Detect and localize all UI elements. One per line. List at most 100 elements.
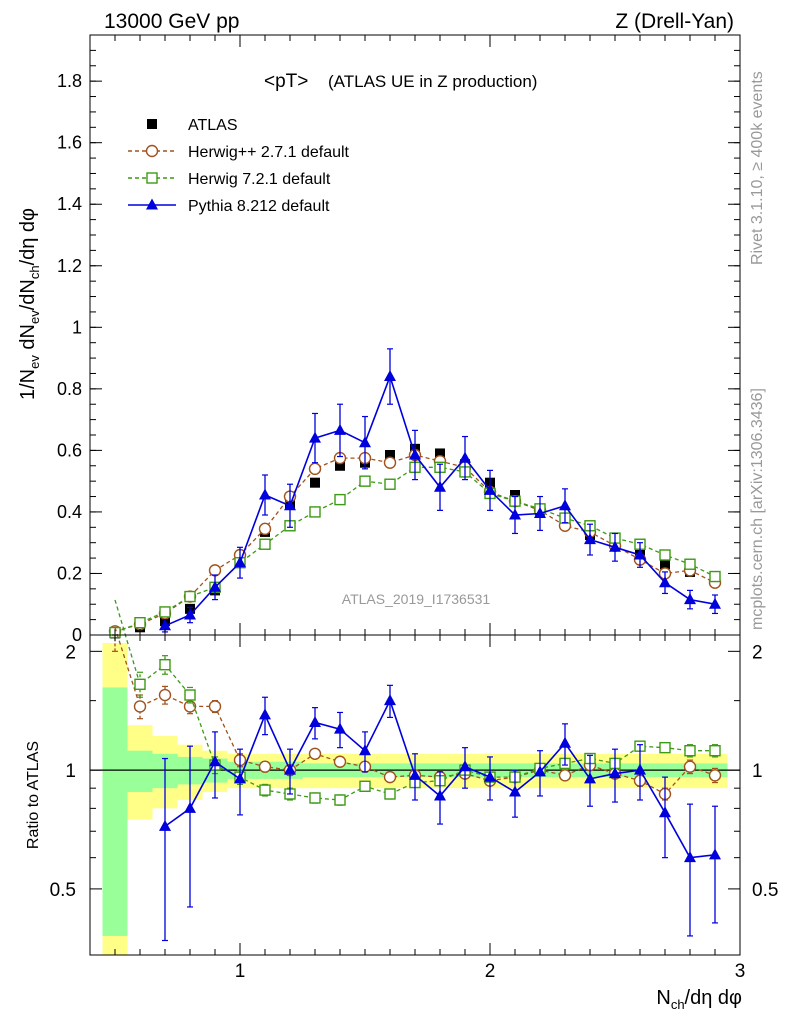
main-point-atlas	[335, 460, 345, 471]
main-point-herwig7	[184, 590, 196, 603]
main-point-pythia	[284, 499, 296, 511]
ratio-point-herwigpp	[208, 700, 222, 713]
ratio-point-herwig7	[134, 678, 146, 691]
mcplots-label: mcplots.cern.ch [arXiv:1306.3436]	[749, 388, 766, 630]
ratio-point-herwig7	[384, 788, 396, 800]
ratio-point-pythia	[559, 736, 571, 748]
main-ylabel: 1/Nev dNev/dNch/dη dφ	[17, 208, 42, 400]
main-point-atlas	[435, 448, 445, 459]
main-series-herwig7	[109, 461, 721, 639]
ratio-point-herwig7	[359, 780, 371, 792]
main-point-pythia	[509, 508, 521, 520]
main-ytick-label: 1	[72, 317, 82, 337]
ratio-point-pythia	[509, 785, 521, 797]
legend-item-atlas: ATLAS	[147, 117, 238, 134]
main-ytick-label: 1.4	[57, 194, 82, 214]
main-point-pythia	[209, 580, 221, 592]
ratio-point-herwigpp	[158, 688, 172, 702]
x-axis-label: Nch/dη dφ	[656, 987, 742, 1012]
ratio-xtick-label: 3	[735, 961, 746, 982]
ratio-ytick-label-left: 0.5	[50, 880, 76, 901]
ratio-ytick-label-right: 2	[752, 642, 763, 663]
main-point-pythia	[434, 480, 446, 492]
ratio-series-pythia	[159, 684, 721, 942]
legend-item-pythia: Pythia 8.212 default	[128, 198, 330, 215]
ratio-point-herwig7	[659, 741, 671, 754]
main-point-herwig7	[134, 616, 146, 629]
main-point-herwig7	[334, 493, 346, 506]
legend-marker-herwig7	[146, 172, 158, 184]
main-point-herwigpp	[208, 564, 222, 577]
main-point-atlas	[660, 559, 670, 570]
ratio-point-herwig7	[309, 792, 321, 804]
ratio-point-herwigpp	[133, 700, 147, 713]
ratio-point-pythia	[659, 806, 671, 818]
main-point-pythia	[359, 436, 371, 448]
main-point-herwig7	[309, 506, 321, 518]
ratio-point-herwig7	[334, 794, 346, 806]
ratio-point-pythia	[384, 694, 396, 706]
ratio-point-herwigpp	[383, 770, 397, 784]
ratio-point-herwigpp	[683, 760, 697, 773]
main-point-pythia	[309, 431, 321, 443]
legend-label-herwig7: Herwig 7.2.1 default	[188, 171, 331, 188]
main-ytick-label: 1.8	[57, 71, 82, 91]
main-point-herwig7	[684, 558, 696, 570]
main-plot-panel: 0 0.2 0.4 0.6 0.8 1 1.2 1.4 1.6 1.8 <pT> (ATLAS U…	[17, 34, 741, 645]
main-point-pythia	[159, 619, 171, 631]
main-point-herwigpp	[383, 456, 397, 469]
main-title-prefix: <pT>	[264, 71, 308, 92]
main-point-atlas	[385, 450, 395, 460]
ratio-point-pythia	[634, 763, 646, 775]
main-point-herwig7	[259, 538, 271, 550]
main-point-herwig7	[384, 478, 396, 490]
main-ytick-label: 0.2	[57, 563, 82, 583]
ratio-point-pythia	[284, 763, 296, 775]
main-point-pythia	[409, 448, 421, 460]
ratio-point-herwigpp	[558, 769, 572, 782]
ratio-point-herwigpp	[258, 760, 272, 773]
analysis-watermark: ATLAS_2019_I1736531	[342, 591, 491, 607]
main-point-pythia	[184, 608, 196, 620]
main-ytick-label: 0.4	[57, 502, 82, 522]
main-ytick-label: 1.6	[57, 133, 82, 153]
main-ytick-label: 0.8	[57, 379, 82, 399]
main-point-pythia	[259, 488, 271, 500]
main-point-pythia	[659, 576, 671, 588]
ratio-point-pythia	[459, 760, 471, 772]
ratio-point-pythia	[234, 772, 246, 784]
main-point-pythia	[684, 593, 696, 605]
legend-marker-pythia	[146, 198, 158, 210]
main-point-pythia	[459, 451, 471, 463]
ratio-point-herwigpp	[333, 755, 347, 768]
main-ytick-label: 0	[72, 625, 82, 645]
legend-label-pythia: Pythia 8.212 default	[188, 198, 330, 215]
main-title-suffix: (ATLAS UE in Z production)	[328, 72, 537, 91]
ratio-point-herwigpp	[708, 769, 722, 782]
main-point-pythia	[709, 597, 721, 609]
energy-label: 13000 GeV pp	[104, 10, 239, 33]
main-point-pythia	[234, 556, 246, 568]
rivet-label: Rivet 3.1.10, ≥ 400k events	[749, 71, 766, 265]
main-point-pythia	[334, 423, 346, 435]
ratio-point-herwig7	[709, 744, 721, 757]
ratio-point-pythia	[309, 716, 321, 728]
main-ytick-label: 0.6	[57, 440, 82, 460]
ratio-ytick-label-right: 0.5	[752, 880, 778, 901]
ratio-plot-panel: 0.5 0.5 1 1 2 2 1 2 3 Ratio to ATLAS Nch/dη dφ	[25, 599, 778, 1012]
ratio-point-pythia	[684, 851, 696, 863]
ratio-ylabel: Ratio to ATLAS	[25, 741, 42, 849]
ratio-point-herwig7	[684, 744, 696, 757]
ratio-ytick-label-right: 1	[752, 761, 763, 782]
ratio-point-herwigpp	[308, 747, 322, 760]
ratio-point-pythia	[434, 789, 446, 801]
main-point-pythia	[534, 506, 546, 518]
main-point-herwig7	[659, 549, 671, 561]
main-point-pythia	[634, 548, 646, 560]
ratio-point-pythia	[334, 722, 346, 734]
legend-marker-atlas	[147, 119, 157, 129]
ratio-point-pythia	[484, 770, 496, 782]
ratio-xtick-label: 1	[235, 961, 246, 982]
legend-label-herwigpp: Herwig++ 2.7.1 default	[188, 144, 350, 161]
